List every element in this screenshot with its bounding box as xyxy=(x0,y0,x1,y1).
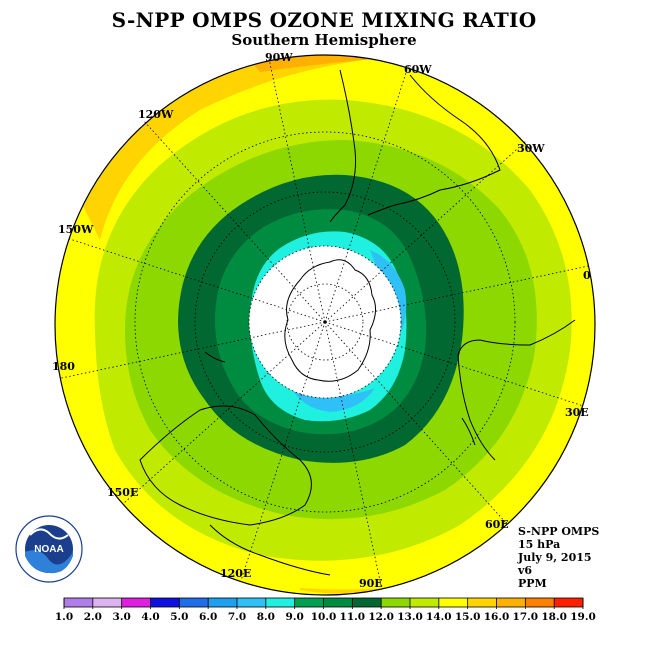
parallel-line xyxy=(134,131,516,513)
lon-label-90e: 90E xyxy=(359,577,383,590)
meridian-line xyxy=(142,119,326,323)
globe-outline xyxy=(54,54,596,596)
meridian-line xyxy=(324,265,592,323)
africa-coast xyxy=(457,319,576,461)
colorbar-tick-label: 18.0 xyxy=(541,611,567,623)
colorbar-tick-label: 12.0 xyxy=(368,611,394,623)
lon-label-150w: 150W xyxy=(58,223,94,236)
southeast-asia-coast xyxy=(209,524,331,576)
colorbar-tick-label: 14.0 xyxy=(426,611,452,623)
meridian-line xyxy=(324,63,410,323)
colorbar-tick-label: 4.0 xyxy=(141,611,159,623)
colorbar-tick-label: 8.0 xyxy=(257,611,275,623)
colorbar-tick-label: 15.0 xyxy=(455,611,481,623)
info-date: July 9, 2015 xyxy=(517,551,592,564)
meridian-line xyxy=(324,321,584,407)
lon-label-120w: 120W xyxy=(138,108,174,121)
noaa-logo-text: NOAA xyxy=(34,544,63,555)
coastlines xyxy=(139,69,576,576)
info-version: v6 xyxy=(517,564,532,577)
south-pole-marker xyxy=(323,320,327,324)
colorbar-tick-label: 7.0 xyxy=(228,611,246,623)
colorbar-tick-label: 10.0 xyxy=(311,611,337,623)
meridian-line xyxy=(66,237,326,323)
colorbar-swatch xyxy=(265,598,295,607)
colorbar-swatch xyxy=(208,598,238,607)
colorbar-swatch xyxy=(410,598,440,607)
colorbar-swatch xyxy=(237,598,267,607)
colorbar-swatch xyxy=(554,598,584,607)
colorbar-tick-label: 6.0 xyxy=(199,611,217,623)
colorbar-swatch xyxy=(352,598,382,607)
colorbar-tick-label: 5.0 xyxy=(170,611,188,623)
antarctica-coast xyxy=(284,259,376,382)
meridian-line xyxy=(324,139,528,323)
colorbar-swatch xyxy=(294,598,324,607)
colorbar-tick-label: 13.0 xyxy=(397,611,423,623)
noaa-logo-wave xyxy=(25,550,73,574)
colorbar-tick-label: 3.0 xyxy=(113,611,131,623)
colorbar-swatch xyxy=(179,598,209,607)
colorbar-swatch xyxy=(467,598,497,607)
meridian-line xyxy=(122,321,326,505)
colorbar-tick-label: 11.0 xyxy=(340,611,366,623)
colorbar-swatch xyxy=(438,598,468,607)
lon-label-0: 0 xyxy=(583,269,591,282)
lon-label-60e: 60E xyxy=(485,518,509,531)
parallel-line xyxy=(194,191,456,453)
colorbar-swatch xyxy=(525,598,555,607)
map-title: S-NPP OMPS OZONE MIXING RATIO xyxy=(111,8,537,32)
ozone-field xyxy=(55,55,595,595)
longitude-labels: 90W 60W 30W 0 30E 60E 90E 120E 150E 180 … xyxy=(52,51,591,590)
info-instrument: S-NPP OMPS xyxy=(518,525,599,538)
madagascar xyxy=(461,417,476,446)
meridian-line xyxy=(324,321,382,589)
parallel-line xyxy=(286,283,364,361)
meridian-line xyxy=(324,321,508,525)
colorbar-tick-label: 9.0 xyxy=(286,611,304,623)
colorbar-swatch xyxy=(64,598,94,607)
new-zealand xyxy=(204,351,226,363)
lon-label-150e: 150E xyxy=(107,486,138,499)
colorbar-swatch xyxy=(323,598,353,607)
map-subtitle: Southern Hemisphere xyxy=(231,31,417,49)
info-level: 15 hPa xyxy=(518,538,560,551)
parallel-line xyxy=(248,245,402,399)
colorbar-tick-label: 17.0 xyxy=(513,611,539,623)
noaa-logo-bird xyxy=(29,528,69,540)
lon-label-90w: 90W xyxy=(265,51,293,64)
info-units: PPM xyxy=(518,577,547,590)
meridian-line xyxy=(240,321,326,581)
field-band-15-16-south xyxy=(300,585,430,594)
lon-label-30e: 30E xyxy=(565,406,589,419)
colorbar-tick-label: 2.0 xyxy=(84,611,102,623)
colorbar-tick-label: 16.0 xyxy=(484,611,510,623)
south-america-coast-west xyxy=(329,69,356,223)
colorbar-swatch xyxy=(121,598,151,607)
lon-label-60w: 60W xyxy=(404,63,432,76)
colorbar-tick-label: 1.0 xyxy=(55,611,73,623)
south-america-coast-east xyxy=(367,74,501,216)
meridian-line xyxy=(58,321,326,379)
noaa-logo: NOAA xyxy=(15,515,83,583)
meridian-line xyxy=(268,55,326,323)
info-block: S-NPP OMPS 15 hPa July 9, 2015 v6 PPM xyxy=(517,525,599,590)
colorbar-swatch xyxy=(381,598,411,607)
lat-lon-grid xyxy=(58,55,592,589)
australia-coast xyxy=(139,405,312,526)
lon-label-120e: 120E xyxy=(220,567,251,580)
colorbar: 1.0 2.0 3.0 4.0 5.0 6.0 7.0 8.0 9.0 10.0 11.0 12.0 1… xyxy=(55,597,596,623)
field-band-15-16 xyxy=(80,55,420,240)
colorbar-tick-label: 19.0 xyxy=(570,611,596,623)
lon-label-180: 180 xyxy=(52,360,75,373)
lon-label-30w: 30W xyxy=(517,142,545,155)
colorbar-swatch xyxy=(150,598,180,607)
field-band-7-8-south xyxy=(290,385,375,412)
colorbar-swatch xyxy=(496,598,526,607)
colorbar-swatch xyxy=(92,598,122,607)
